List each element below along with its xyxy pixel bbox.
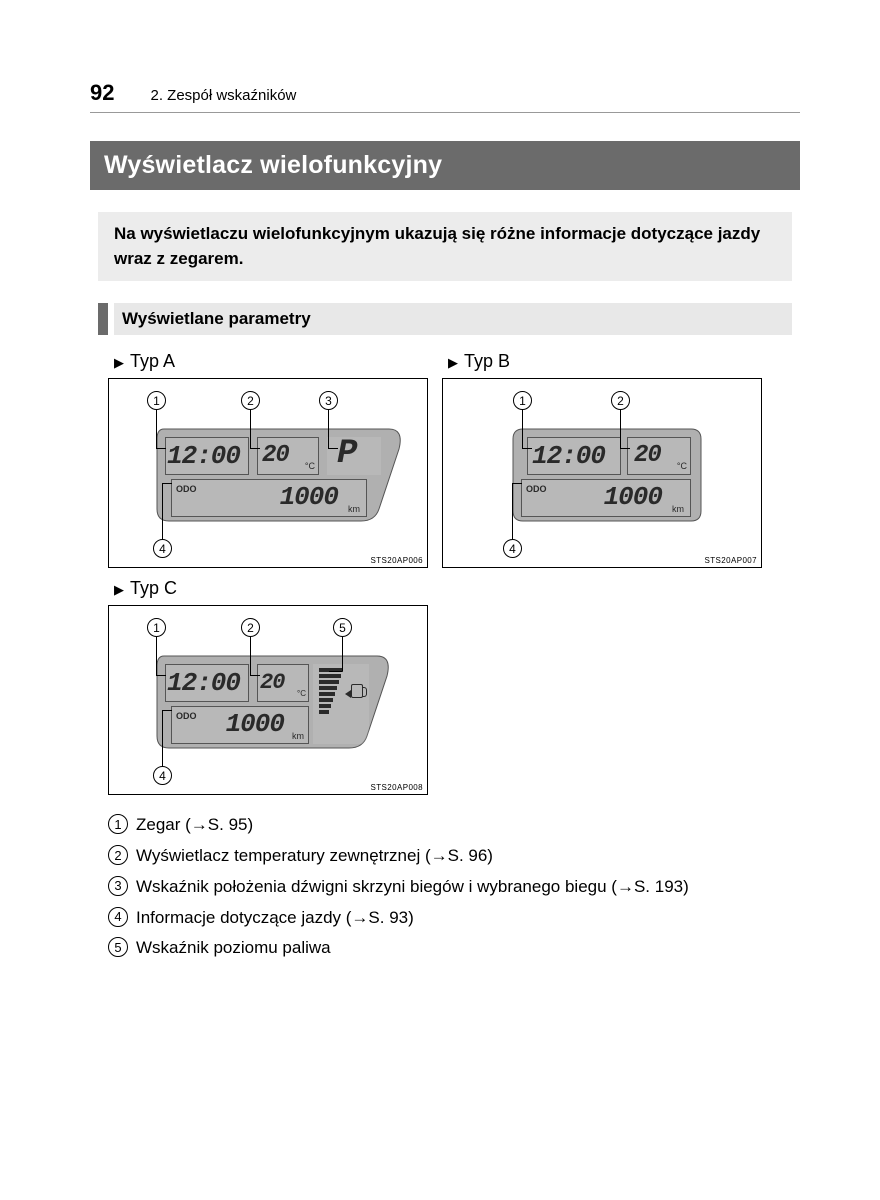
type-c-diagram: 1 2 5 4 12:00 20 °	[108, 605, 428, 795]
subsection-label: Wyświetlane parametry	[114, 303, 792, 335]
temp-field: 20 °C	[257, 437, 319, 475]
legend-number: 1	[108, 814, 128, 834]
clock-field: 12:00	[165, 664, 249, 702]
page-header: 92 2. Zespół wskaźników	[90, 80, 800, 106]
legend-number: 3	[108, 876, 128, 896]
type-b-label: ▶Typ B	[448, 351, 762, 372]
legend-number: 4	[108, 907, 128, 927]
legend-text: Wyświetlacz temperatury zewnętrznej (→S.…	[136, 844, 493, 868]
legend-text: Zegar (→S. 95)	[136, 813, 253, 837]
figure-code: STS20AP007	[705, 556, 757, 565]
section-title: Wyświetlacz wielofunkcyjny	[90, 141, 800, 190]
legend-number: 5	[108, 937, 128, 957]
fuel-gauge	[313, 664, 369, 744]
figure-code: STS20AP006	[371, 556, 423, 565]
legend-number: 2	[108, 845, 128, 865]
header-rule	[90, 112, 800, 113]
subsection-heading: Wyświetlane parametry	[98, 303, 792, 335]
legend-item: 1 Zegar (→S. 95)	[108, 813, 792, 837]
gear-field: P	[327, 437, 381, 475]
figure-code: STS20AP008	[371, 783, 423, 792]
page-number: 92	[90, 80, 114, 106]
chapter-title: 2. Zespół wskaźników	[150, 87, 296, 104]
type-b-diagram: 1 2 4 12:00 20 °C	[442, 378, 762, 568]
legend-item: 4 Informacje dotyczące jazdy (→S. 93)	[108, 906, 792, 930]
clock-field: 12:00	[527, 437, 621, 475]
type-a-diagram: 1 2 3 4 12:00	[108, 378, 428, 568]
legend-item: 2 Wyświetlacz temperatury zewnętrznej (→…	[108, 844, 792, 868]
type-a-label: ▶Typ A	[114, 351, 428, 372]
odo-field: ODO 1000 km	[171, 479, 367, 517]
odo-field: ODO 1000 km	[521, 479, 691, 517]
type-c-label: ▶Typ C	[114, 578, 428, 599]
legend-text: Informacje dotyczące jazdy (→S. 93)	[136, 906, 414, 930]
odo-field: ODO 1000 km	[171, 706, 309, 744]
legend-item: 3 Wskaźnik położenia dźwigni skrzyni bie…	[108, 875, 792, 899]
clock-field: 12:00	[165, 437, 249, 475]
temp-field: 20 °C	[627, 437, 691, 475]
type-a-block: ▶Typ A 1 2 3 4	[108, 351, 428, 568]
legend-text: Wskaźnik położenia dźwigni skrzyni biegó…	[136, 875, 689, 899]
legend-text: Wskaźnik poziomu paliwa	[136, 936, 331, 960]
heading-stripe	[98, 303, 108, 335]
intro-text: Na wyświetlaczu wielofunkcyjnym ukazują …	[98, 212, 792, 281]
legend-item: 5 Wskaźnik poziomu paliwa	[108, 936, 792, 960]
type-c-block: ▶Typ C 1 2 5 4 12:00	[108, 578, 428, 795]
temp-field: 20 °C	[257, 664, 309, 702]
legend-list: 1 Zegar (→S. 95) 2 Wyświetlacz temperatu…	[108, 813, 792, 960]
type-b-block: ▶Typ B 1 2 4 12:00 20 °C	[442, 351, 762, 568]
fuel-pump-icon	[351, 684, 363, 698]
